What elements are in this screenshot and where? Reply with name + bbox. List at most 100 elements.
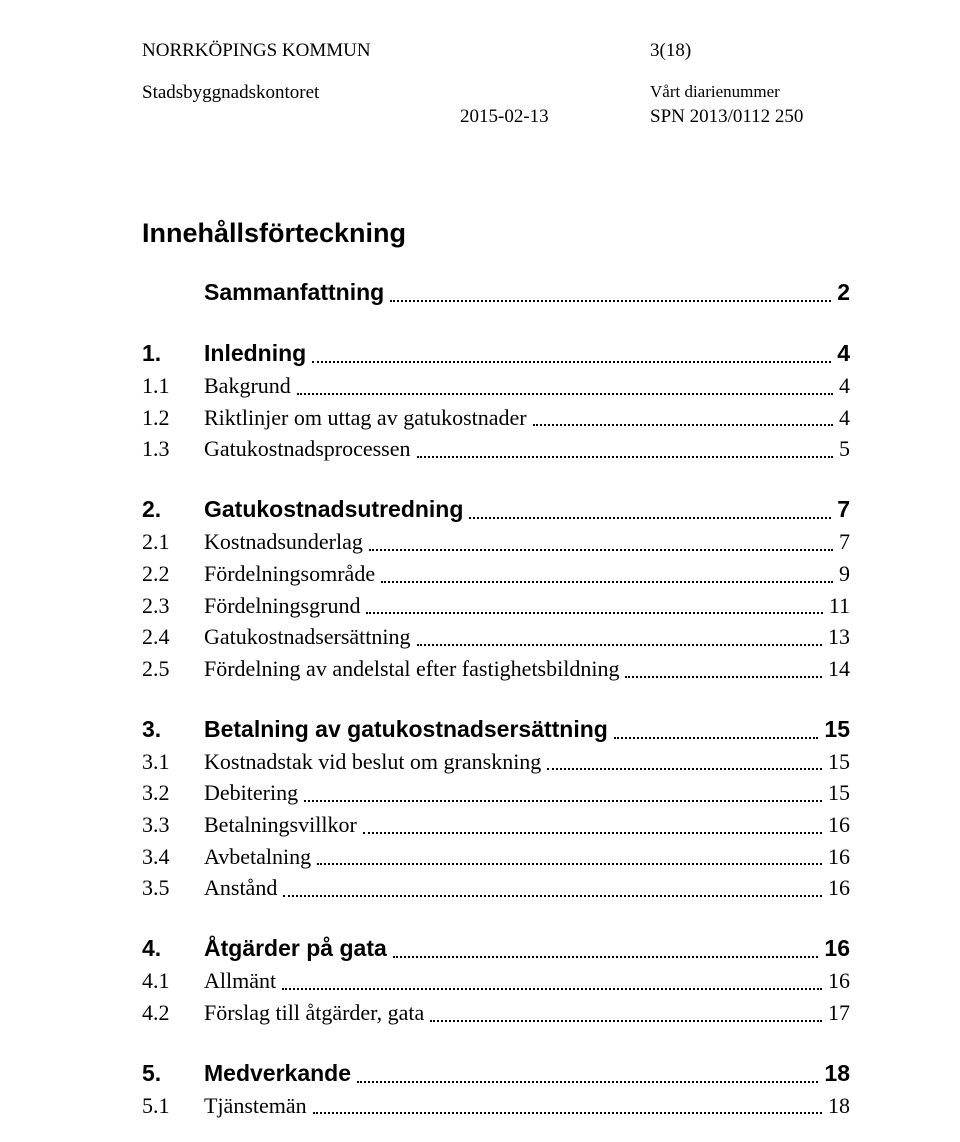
toc-page-number: 18	[824, 1058, 850, 1089]
toc-row: 3.1Kostnadstak vid beslut om granskning1…	[142, 747, 850, 777]
toc-number: 3.2	[142, 778, 204, 808]
toc-page-number: 11	[829, 591, 850, 621]
toc-leader	[390, 282, 831, 302]
toc-row: 2.5Fördelning av andelstal efter fastigh…	[142, 654, 850, 684]
toc-text: Åtgärder på gata	[204, 933, 387, 964]
toc-leader	[317, 846, 822, 866]
toc-number: 2.3	[142, 591, 204, 621]
toc-number: 3.4	[142, 842, 204, 872]
toc-row: 2.3Fördelningsgrund11	[142, 591, 850, 621]
toc-number: 1.3	[142, 434, 204, 464]
toc-row: 3.3Betalningsvillkor16	[142, 810, 850, 840]
toc-number: 2.4	[142, 622, 204, 652]
toc-text: Bakgrund	[204, 371, 291, 401]
toc-page-number: 7	[839, 527, 850, 557]
toc-number: 2.5	[142, 654, 204, 684]
toc-row: 2.1Kostnadsunderlag7	[142, 527, 850, 557]
toc-section-gap	[142, 905, 850, 933]
toc-row: 4.Åtgärder på gata16	[142, 933, 850, 964]
toc-section-gap	[142, 466, 850, 494]
toc-leader	[366, 595, 822, 615]
toc-text: Betalning av gatukostnadsersättning	[204, 714, 608, 745]
header-page-ref: 3(18)	[650, 40, 850, 62]
toc-number: 4.1	[142, 966, 204, 996]
toc-leader	[369, 531, 833, 551]
toc-number: 3.3	[142, 810, 204, 840]
toc-text: Tjänstemän	[204, 1091, 307, 1121]
toc-number: 2.	[142, 494, 204, 525]
toc-entries: Sammanfattning21.Inledning41.1Bakgrund41…	[142, 277, 850, 1120]
toc-section-gap	[142, 686, 850, 714]
toc-row: 3.5Anstånd16	[142, 873, 850, 903]
toc-leader	[381, 563, 833, 583]
toc-section-gap	[142, 310, 850, 338]
toc-page-number: 4	[837, 338, 850, 369]
toc-text: Fördelningsområde	[204, 559, 375, 589]
toc-page-number: 16	[828, 842, 850, 872]
toc-text: Gatukostnadsprocessen	[204, 434, 411, 464]
toc-row: 3.Betalning av gatukostnadsersättning 15	[142, 714, 850, 745]
toc-row: 1.Inledning4	[142, 338, 850, 369]
toc-page-number: 2	[837, 277, 850, 308]
toc-number: 3.	[142, 714, 204, 745]
toc-page-number: 7	[837, 494, 850, 525]
toc-text: Inledning	[204, 338, 306, 369]
toc-leader	[312, 343, 831, 363]
toc-row: 1.2Riktlinjer om uttag av gatukostnader4	[142, 403, 850, 433]
toc-page-number: 4	[839, 371, 850, 401]
toc-text: Sammanfattning	[204, 277, 384, 308]
toc-number: 3.1	[142, 747, 204, 777]
toc-row: 2.2Fördelningsområde 9	[142, 559, 850, 589]
toc-row: 2.4Gatukostnadsersättning13	[142, 622, 850, 652]
toc-leader	[469, 499, 831, 519]
toc-text: Medverkande	[204, 1058, 351, 1089]
toc-row: 1.3Gatukostnadsprocessen5	[142, 434, 850, 464]
toc-number: 3.5	[142, 873, 204, 903]
toc-text: Gatukostnadsutredning	[204, 494, 463, 525]
toc-row: 1.1Bakgrund4	[142, 371, 850, 401]
toc-page-number: 17	[828, 998, 850, 1028]
toc-page-number: 16	[828, 873, 850, 903]
toc-leader	[417, 626, 822, 646]
header-diary-value: SPN 2013/0112 250	[650, 106, 850, 128]
toc-leader	[304, 782, 822, 802]
toc-text: Fördelning av andelstal efter fastighets…	[204, 654, 619, 684]
toc-leader	[625, 658, 822, 678]
toc-text: Avbetalning	[204, 842, 311, 872]
toc-number: 5.	[142, 1058, 204, 1089]
header-left-blank	[142, 106, 460, 128]
toc-row: 3.4Avbetalning 16	[142, 842, 850, 872]
toc-text: Gatukostnadsersättning	[204, 622, 411, 652]
toc-leader	[357, 1062, 818, 1082]
header-date-blank	[460, 82, 650, 104]
header-mid-blank	[460, 40, 650, 62]
header-line-2: Stadsbyggnadskontoret Vårt diarienummer	[142, 82, 850, 104]
toc-text: Riktlinjer om uttag av gatukostnader	[204, 403, 527, 433]
toc-row: 4.1Allmänt16	[142, 966, 850, 996]
toc-leader	[393, 938, 819, 958]
toc-page-number: 9	[839, 559, 850, 589]
toc-number: 2.1	[142, 527, 204, 557]
toc-leader	[297, 375, 833, 395]
toc-leader	[283, 878, 822, 898]
toc-row: 5.Medverkande 18	[142, 1058, 850, 1089]
toc-row: 3.2Debitering15	[142, 778, 850, 808]
header-dept: Stadsbyggnadskontoret	[142, 82, 460, 104]
toc-row: 4.2Förslag till åtgärder, gata17	[142, 998, 850, 1028]
toc-page-number: 15	[828, 747, 850, 777]
toc-leader	[363, 814, 822, 834]
toc-number: 4.2	[142, 998, 204, 1028]
toc-text: Allmänt	[204, 966, 276, 996]
toc-number: 2.2	[142, 559, 204, 589]
toc-row: 2.Gatukostnadsutredning 7	[142, 494, 850, 525]
toc-page-number: 14	[828, 654, 850, 684]
toc-text: Betalningsvillkor	[204, 810, 357, 840]
toc-page-number: 15	[824, 714, 850, 745]
toc-title: Innehållsförteckning	[142, 218, 850, 249]
toc-leader	[614, 718, 819, 738]
header-line-3: 2015-02-13 SPN 2013/0112 250	[142, 106, 850, 128]
toc-leader	[313, 1095, 822, 1115]
toc-number: 4.	[142, 933, 204, 964]
toc-text: Debitering	[204, 778, 298, 808]
toc-row: 5.1Tjänstemän18	[142, 1091, 850, 1121]
